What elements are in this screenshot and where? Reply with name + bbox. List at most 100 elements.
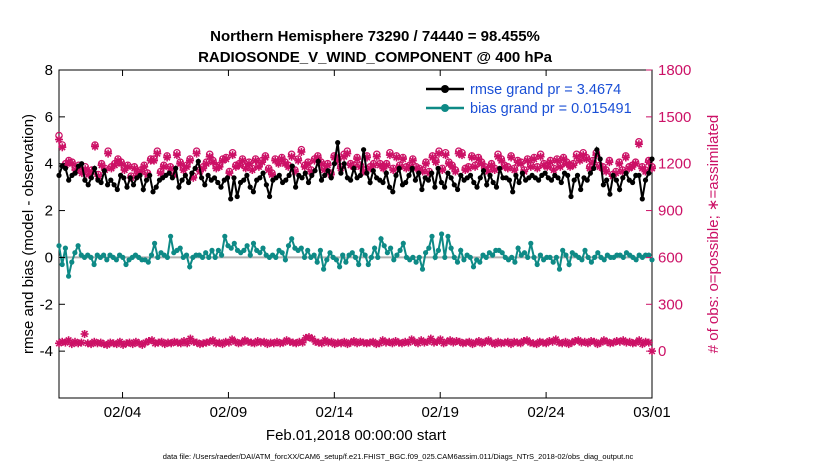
obs-assimilated-point-stroke <box>117 160 125 168</box>
obs-assimilated-point-stroke <box>429 154 436 161</box>
obs-low-count-point-stroke <box>411 338 419 346</box>
obs-assimilated-point-stroke <box>65 158 73 166</box>
bias-point <box>199 254 206 260</box>
bias-point <box>521 250 528 256</box>
obs-assimilated-point <box>575 156 584 165</box>
rmse-point <box>153 184 159 190</box>
bias-point <box>579 257 585 263</box>
obs-assimilated-point <box>248 166 257 174</box>
obs-assimilated-point-stroke <box>252 157 259 164</box>
bias-point <box>620 254 626 260</box>
obs-assimilated-point-stroke <box>239 157 246 164</box>
rmse-point <box>367 179 373 186</box>
obs-assimilated-point <box>431 158 440 167</box>
rmse-point <box>186 179 192 186</box>
bias-point <box>365 261 371 268</box>
rmse-point <box>105 182 111 188</box>
bias-point <box>528 240 534 246</box>
obs-low-count-point-stroke <box>437 336 444 343</box>
obs-low-count-point-stroke <box>254 337 262 345</box>
rmse-point <box>513 172 519 178</box>
bias-point <box>439 231 445 237</box>
obs-assimilated-point-stroke <box>448 163 456 171</box>
y-tick-label-left: 4 <box>45 156 53 173</box>
obs-low-count-point <box>90 337 99 346</box>
bias-point <box>467 254 473 260</box>
obs-low-count-point-stroke <box>600 336 608 344</box>
obs-assimilated-point-stroke <box>298 148 305 156</box>
rmse-point <box>127 175 133 181</box>
footer-data-file: data file: /Users/raeder/DAI/ATM_forcXX/… <box>163 452 634 461</box>
rmse-point <box>202 182 208 188</box>
obs-low-count-point <box>183 339 192 348</box>
obs-assimilated-point <box>323 161 332 170</box>
bias-point <box>442 254 448 260</box>
rmse-point <box>111 182 117 188</box>
bias-point <box>601 257 607 263</box>
obs-assimilated-point-stroke <box>507 154 515 161</box>
obs-assimilated-point-stroke <box>583 155 590 163</box>
rmse-point <box>215 179 221 186</box>
obs-assimilated-point-stroke <box>642 168 649 175</box>
bias-point <box>289 236 295 242</box>
rmse-point <box>228 196 234 202</box>
obs-assimilated-point <box>428 153 437 162</box>
rmse-point <box>519 170 526 176</box>
bias-point <box>423 250 429 256</box>
obs-low-count-point-stroke <box>71 338 79 346</box>
bias-point <box>113 257 119 263</box>
obs-assimilated-point <box>254 162 263 171</box>
bias-point <box>209 247 215 253</box>
obs-assimilated-point <box>634 140 643 149</box>
rmse-point <box>516 179 522 186</box>
y-tick-label-right: 1500 <box>658 109 691 126</box>
obs-assimilated-point <box>320 166 329 174</box>
bias-point <box>515 245 521 251</box>
obs-low-count-point-stroke <box>427 335 435 343</box>
x-tick-label: 03/01 <box>633 404 671 421</box>
rmse-point <box>578 186 584 193</box>
rmse-point <box>425 177 431 183</box>
bias-point <box>368 254 374 260</box>
obs-assimilated-point <box>274 159 283 168</box>
obs-assimilated-point <box>225 169 234 178</box>
obs-assimilated-point-stroke <box>124 163 132 171</box>
rmse-point <box>289 163 295 169</box>
rmse-point <box>328 175 334 181</box>
bias-point <box>547 254 553 260</box>
obs-assimilated-point-stroke <box>491 166 499 174</box>
rmse-point <box>176 184 182 190</box>
obs-assimilated-point-stroke <box>98 161 105 169</box>
bias-point <box>152 240 158 246</box>
rmse-point <box>179 177 185 183</box>
obs-assimilated-point-stroke <box>281 160 289 168</box>
bias-point <box>588 259 595 265</box>
bias-point <box>646 252 652 258</box>
obs-low-count-point-stroke <box>215 339 223 346</box>
bias-point <box>391 257 397 263</box>
rmse-point <box>169 175 175 181</box>
obs-assimilated-point-stroke <box>619 168 626 175</box>
obs-assimilated-point <box>569 161 578 170</box>
obs-assimilated-point-stroke <box>262 154 269 161</box>
rmse-point <box>150 189 156 195</box>
obs-low-count-point-stroke <box>626 338 633 346</box>
bias-point <box>244 243 250 249</box>
rmse-point <box>338 170 344 176</box>
rmse-point <box>357 172 363 178</box>
rmse-point <box>467 172 474 178</box>
obs-assimilated-point-stroke <box>573 153 581 161</box>
rmse-point <box>189 170 195 176</box>
rmse-point <box>82 177 88 183</box>
obs-assimilated-point-stroke <box>373 153 381 161</box>
rmse-point <box>455 186 461 193</box>
obs-assimilated-point-stroke <box>586 165 594 172</box>
obs-low-count-point-stroke <box>488 339 496 346</box>
bias-point <box>556 266 563 272</box>
rmse-point <box>620 175 626 181</box>
rmse-point <box>88 175 94 181</box>
rmse-point <box>257 175 263 181</box>
rmse-point <box>383 170 389 176</box>
rmse-point <box>594 147 600 153</box>
obs-assimilated-point <box>389 166 398 174</box>
